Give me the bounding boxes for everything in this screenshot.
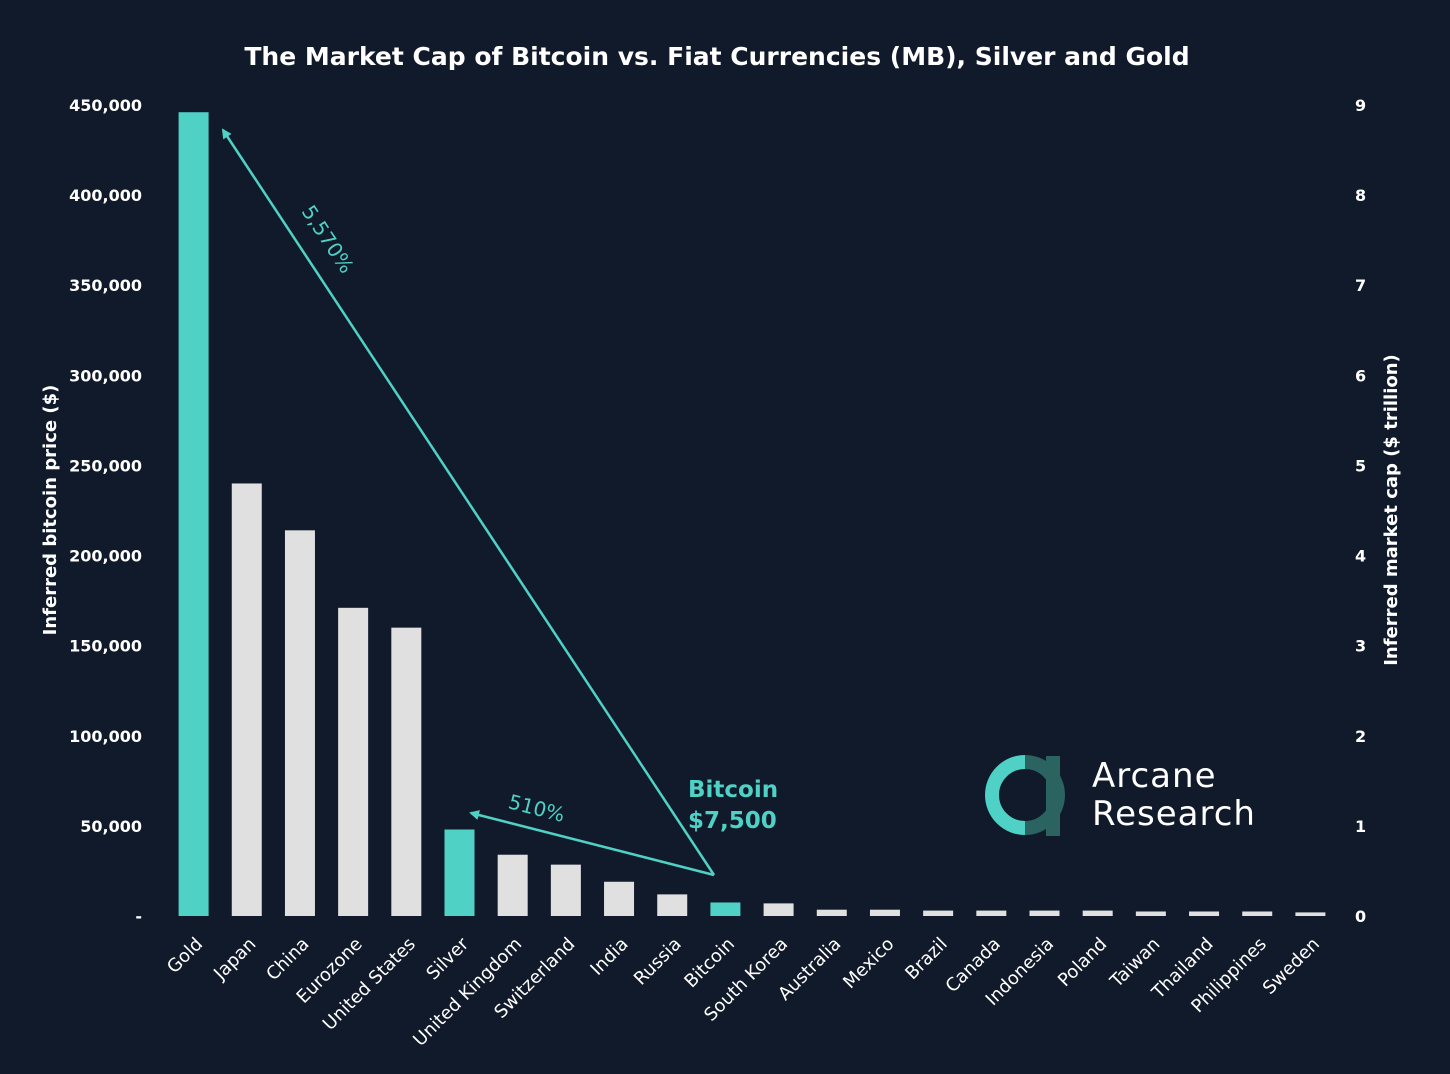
- arrow-bitcoin-to-gold: [221, 128, 716, 876]
- bar-philippines: [1242, 911, 1273, 916]
- bar-sweden: [1295, 912, 1326, 916]
- y2-tick-label: 8: [1355, 186, 1366, 205]
- bar-brazil: [923, 910, 954, 916]
- bar-south-korea: [763, 903, 794, 916]
- x-tick-label: Poland: [1054, 934, 1111, 991]
- y2-tick-label: 4: [1355, 547, 1366, 566]
- x-tick-label: Gold: [163, 934, 207, 978]
- y-axis-left: - 50,000 100,000 150,000 200,000 250,000 300,0…: [69, 96, 142, 926]
- y-tick-label: 200,000: [69, 547, 142, 566]
- y-tick-label: 400,000: [69, 186, 142, 205]
- bar-india: [604, 881, 635, 916]
- x-tick-label: Mexico: [839, 934, 898, 993]
- y-tick-label: 50,000: [80, 817, 142, 836]
- y-tick-label: 350,000: [69, 276, 142, 295]
- bar-australia: [816, 909, 847, 916]
- y2-tick-label: 6: [1355, 366, 1366, 385]
- bitcoin-callout-name: Bitcoin: [688, 777, 778, 803]
- x-tick-label: Brazil: [901, 934, 951, 984]
- y-axis-right-label: Inferred market cap ($ trillion): [1381, 354, 1402, 666]
- y2-tick-label: 7: [1355, 276, 1366, 295]
- y-tick-label: 150,000: [69, 637, 142, 656]
- y-tick-label: 250,000: [69, 456, 142, 475]
- y-axis-left-label: Inferred bitcoin price ($): [40, 385, 61, 636]
- bar-united-states: [391, 627, 422, 916]
- logo-mark-icon: [985, 755, 1065, 836]
- chart-title: The Market Cap of Bitcoin vs. Fiat Curre…: [244, 42, 1189, 71]
- annotation-510-percent: 510%: [506, 790, 567, 827]
- bar-china: [284, 530, 315, 916]
- x-tick-label: Russia: [630, 934, 686, 990]
- bars: [178, 112, 1326, 917]
- x-tick-label: Silver: [422, 933, 473, 984]
- x-tick-label: India: [586, 934, 632, 980]
- y-tick-label: -: [135, 907, 142, 926]
- y2-tick-label: 1: [1355, 817, 1366, 836]
- y2-tick-label: 3: [1355, 637, 1366, 656]
- bar-canada: [976, 910, 1007, 916]
- bar-switzerland: [550, 864, 581, 916]
- x-tick-label: China: [262, 934, 313, 985]
- bar-poland: [1082, 910, 1113, 916]
- x-tick-label: Sweden: [1259, 934, 1324, 999]
- bitcoin-callout: Bitcoin $7,500: [688, 777, 778, 834]
- bar-gold: [178, 112, 209, 917]
- logo-text-line2: Research: [1092, 794, 1256, 834]
- bar-eurozone: [338, 607, 369, 916]
- arcane-research-logo: Arcane Research: [985, 755, 1256, 836]
- bar-japan: [231, 483, 262, 916]
- bar-silver: [444, 829, 475, 916]
- bar-russia: [657, 894, 688, 916]
- y2-tick-label: 2: [1355, 727, 1366, 746]
- bar-thailand: [1189, 911, 1220, 916]
- bitcoin-callout-price: $7,500: [688, 808, 777, 834]
- y-tick-label: 300,000: [69, 366, 142, 385]
- y2-tick-label: 0: [1355, 907, 1366, 926]
- x-tick-label: United States: [319, 934, 420, 1035]
- y2-tick-label: 5: [1355, 456, 1366, 475]
- bar-bitcoin: [710, 902, 741, 916]
- arrow-bitcoin-to-silver: [469, 810, 715, 877]
- bar-united-kingdom: [497, 854, 528, 916]
- y2-tick-label: 9: [1355, 96, 1366, 115]
- x-tick-label: Japan: [209, 934, 260, 985]
- bar-indonesia: [1029, 910, 1060, 916]
- y-tick-label: 100,000: [69, 727, 142, 746]
- y-tick-label: 450,000: [69, 96, 142, 115]
- bar-taiwan: [1135, 911, 1166, 916]
- logo-text-line1: Arcane: [1092, 756, 1217, 796]
- bar-mexico: [869, 909, 900, 916]
- y-axis-right: 0 1 2 3 4 5 6 7 8 9: [1355, 96, 1366, 926]
- annotation-5570-percent: 5,570%: [297, 201, 359, 278]
